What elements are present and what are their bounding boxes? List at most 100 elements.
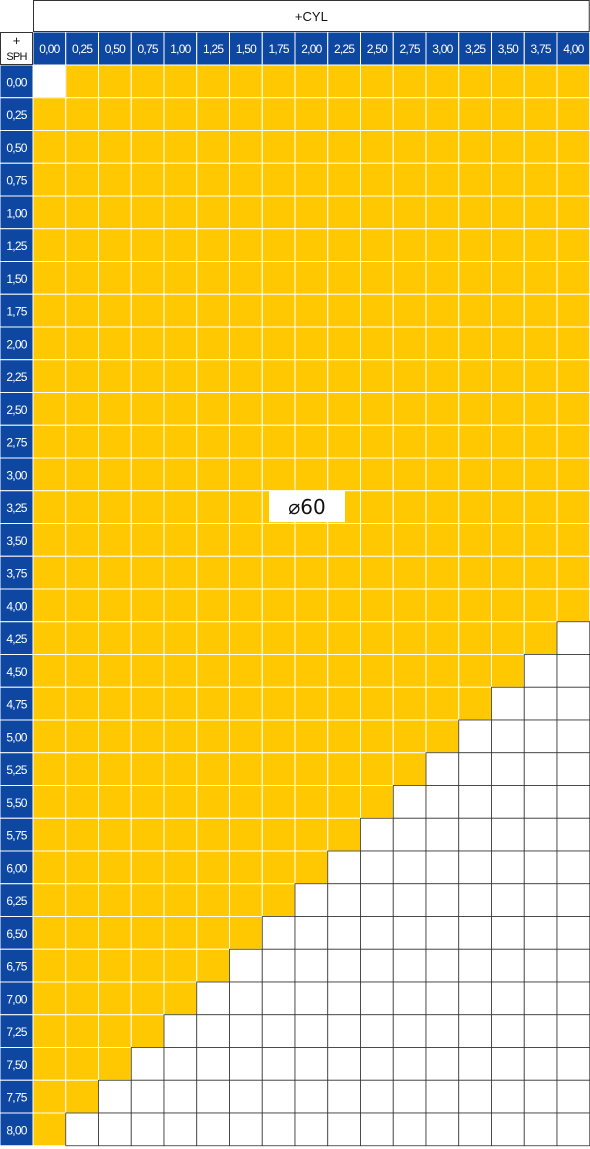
available-cell bbox=[163, 588, 198, 623]
sph-header-label: 3,00 bbox=[6, 468, 27, 482]
available-cell bbox=[163, 555, 198, 590]
sph-header-cell bbox=[0, 621, 34, 655]
available-cell bbox=[130, 424, 165, 459]
unavailable-cell bbox=[392, 883, 427, 917]
available-cell bbox=[556, 162, 590, 197]
available-cell bbox=[130, 490, 165, 524]
available-cell bbox=[327, 752, 361, 786]
available-cell bbox=[130, 261, 165, 295]
unavailable-cell bbox=[163, 1079, 198, 1114]
available-cell bbox=[491, 523, 525, 557]
unavailable-cell bbox=[327, 1079, 361, 1114]
available-cell bbox=[130, 981, 165, 1016]
cyl-header-label: 3,25 bbox=[465, 42, 486, 56]
available-cell bbox=[523, 261, 558, 295]
unavailable-cell bbox=[392, 1112, 427, 1147]
available-cell bbox=[130, 686, 165, 721]
unavailable-cell bbox=[327, 1014, 361, 1048]
available-cell bbox=[458, 523, 492, 557]
available-cell bbox=[98, 195, 132, 230]
available-cell bbox=[98, 523, 132, 557]
sph-corner-label: SPH bbox=[6, 51, 27, 63]
available-cell bbox=[98, 162, 132, 197]
available-cell bbox=[32, 359, 67, 393]
available-cell bbox=[196, 719, 230, 754]
unavailable-cell bbox=[556, 916, 590, 950]
unavailable-cell bbox=[523, 883, 558, 917]
sph-header-label: 4,25 bbox=[6, 632, 27, 646]
available-cell bbox=[196, 195, 230, 230]
available-cell bbox=[458, 457, 492, 492]
sph-header-cell bbox=[0, 424, 34, 459]
available-cell bbox=[425, 293, 460, 328]
unavailable-cell bbox=[196, 1014, 230, 1048]
available-cell bbox=[196, 916, 230, 950]
unavailable-cell bbox=[523, 654, 558, 688]
available-cell bbox=[556, 359, 590, 393]
cyl-header-label: 1,25 bbox=[203, 42, 224, 56]
sph-header-label: 7,50 bbox=[6, 1058, 27, 1072]
available-cell bbox=[523, 490, 558, 524]
available-cell bbox=[491, 162, 525, 197]
available-cell bbox=[261, 359, 296, 393]
unavailable-cell bbox=[229, 1014, 263, 1048]
available-cell bbox=[458, 686, 492, 721]
available-cell bbox=[491, 64, 525, 99]
available-cell bbox=[32, 686, 67, 721]
available-cell bbox=[261, 424, 296, 459]
available-cell bbox=[261, 523, 296, 557]
available-cell bbox=[130, 392, 165, 426]
unavailable-cell bbox=[458, 883, 492, 917]
available-cell bbox=[32, 490, 67, 524]
available-cell bbox=[229, 752, 263, 786]
available-cell bbox=[556, 293, 590, 328]
available-cell bbox=[360, 555, 394, 590]
available-cell bbox=[523, 621, 558, 655]
available-cell bbox=[523, 326, 558, 361]
available-cell bbox=[229, 785, 263, 819]
sph-header-label: 5,75 bbox=[6, 829, 27, 843]
available-cell bbox=[294, 130, 329, 164]
available-cell bbox=[523, 588, 558, 623]
available-cell bbox=[65, 293, 99, 328]
available-cell bbox=[196, 588, 230, 623]
sph-header-label: 1,75 bbox=[6, 305, 27, 319]
unavailable-cell bbox=[556, 1014, 590, 1048]
available-cell bbox=[360, 523, 394, 557]
available-cell bbox=[458, 195, 492, 230]
unavailable-cell bbox=[491, 981, 525, 1016]
unavailable-cell bbox=[556, 686, 590, 721]
sph-header-label: 5,50 bbox=[6, 796, 27, 810]
available-cell bbox=[65, 424, 99, 459]
available-cell bbox=[360, 654, 394, 688]
unavailable-cell bbox=[392, 817, 427, 852]
unavailable-cell bbox=[491, 817, 525, 852]
sph-header-label: 4,00 bbox=[6, 599, 27, 613]
available-cell bbox=[65, 883, 99, 917]
available-cell bbox=[130, 97, 165, 131]
available-cell bbox=[294, 424, 329, 459]
available-cell bbox=[32, 719, 67, 754]
available-cell bbox=[327, 555, 361, 590]
available-cell bbox=[327, 392, 361, 426]
available-cell bbox=[196, 97, 230, 131]
available-cell bbox=[130, 654, 165, 688]
available-cell bbox=[130, 1014, 165, 1048]
available-cell bbox=[65, 719, 99, 754]
available-cell bbox=[261, 654, 296, 688]
unavailable-cell bbox=[425, 948, 460, 983]
available-cell bbox=[32, 293, 67, 328]
sph-header-cell bbox=[0, 1014, 34, 1048]
available-cell bbox=[327, 64, 361, 99]
unavailable-cell bbox=[65, 1112, 99, 1147]
available-cell bbox=[32, 1112, 67, 1147]
unavailable-cell bbox=[556, 850, 590, 885]
unavailable-cell bbox=[327, 981, 361, 1016]
available-cell bbox=[32, 261, 67, 295]
unavailable-cell bbox=[294, 916, 329, 950]
available-cell bbox=[458, 162, 492, 197]
available-cell bbox=[98, 490, 132, 524]
available-cell bbox=[327, 457, 361, 492]
available-cell bbox=[491, 195, 525, 230]
available-cell bbox=[294, 621, 329, 655]
